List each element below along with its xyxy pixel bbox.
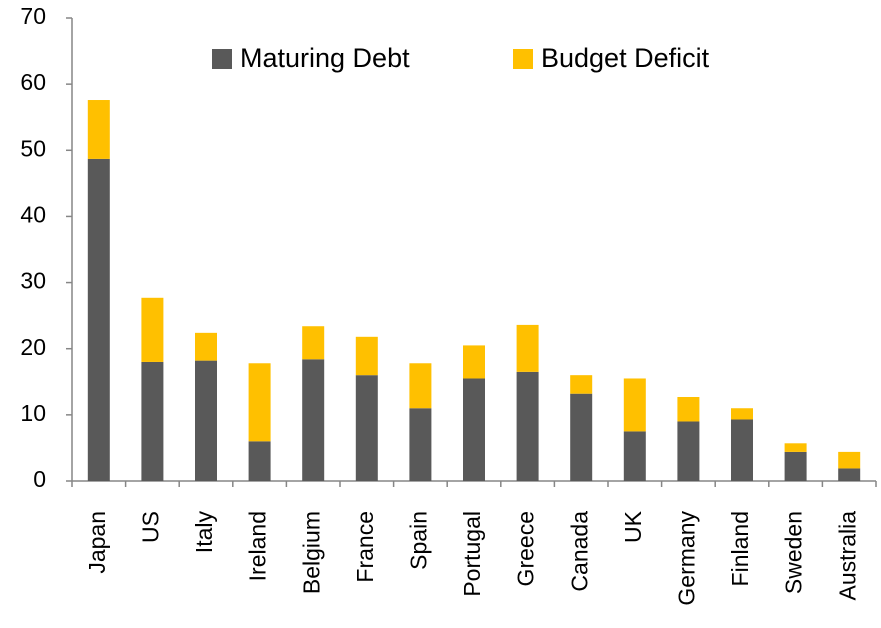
x-tick-label: UK <box>620 510 646 543</box>
x-tick-label: Canada <box>566 511 592 592</box>
legend-swatch <box>513 49 533 69</box>
x-tick-label: Greece <box>513 511 539 586</box>
y-tick-label: 10 <box>20 400 46 426</box>
y-tick-label: 60 <box>20 69 46 95</box>
legend-label: Maturing Debt <box>240 43 410 73</box>
bar-segment <box>838 451 861 469</box>
bar-segment <box>195 360 217 481</box>
legend-label: Budget Deficit <box>541 43 710 73</box>
bar-segment <box>141 297 164 362</box>
bar-segment <box>248 441 271 481</box>
bar-segment <box>409 363 432 409</box>
y-tick-label: 20 <box>20 334 46 360</box>
bar-segment <box>677 421 700 481</box>
bar-segment <box>302 359 325 481</box>
x-tick-label: Germany <box>673 511 699 606</box>
bar-segment <box>355 375 378 481</box>
bar-segment <box>623 431 646 481</box>
legend-swatch <box>212 49 232 69</box>
bar-segment <box>248 363 271 442</box>
bar-segment <box>731 408 753 420</box>
bar-segment <box>516 371 539 481</box>
y-tick-label: 40 <box>20 202 46 228</box>
x-tick-label: Belgium <box>298 511 324 594</box>
bar-segment <box>677 396 700 422</box>
x-tick-label: Sweden <box>781 511 807 594</box>
bar-segment <box>302 326 325 360</box>
bar-segment <box>409 408 432 481</box>
bar-segment <box>623 378 646 432</box>
x-tick-label: Ireland <box>245 511 271 581</box>
x-tick-label: Finland <box>727 511 753 586</box>
bar-segment <box>570 375 593 394</box>
y-tick-label: 0 <box>33 466 46 492</box>
y-tick-label: 50 <box>20 135 46 161</box>
y-tick-label: 30 <box>20 268 46 294</box>
y-tick-label: 70 <box>20 3 46 29</box>
x-tick-label: Spain <box>405 511 431 570</box>
bar-segment <box>731 419 753 481</box>
x-tick-label: France <box>352 511 378 583</box>
x-tick-label: Japan <box>84 511 110 574</box>
bar-segment <box>195 332 217 361</box>
bar-segment <box>463 345 485 379</box>
bar-segment <box>463 378 485 481</box>
bar-segment <box>141 361 164 481</box>
x-tick-label: US <box>137 511 163 543</box>
bar-segment <box>784 451 807 481</box>
bar-segment <box>570 393 593 481</box>
x-tick-label: Australia <box>834 511 860 601</box>
bar-segment <box>87 100 110 159</box>
bar-segment <box>355 336 378 376</box>
bar-segment <box>516 324 539 372</box>
bar-segment <box>838 468 861 481</box>
x-tick-label: Italy <box>191 511 217 554</box>
bar-segment <box>87 158 110 482</box>
bar-segment <box>784 443 807 452</box>
x-tick-label: Portugal <box>459 511 485 597</box>
